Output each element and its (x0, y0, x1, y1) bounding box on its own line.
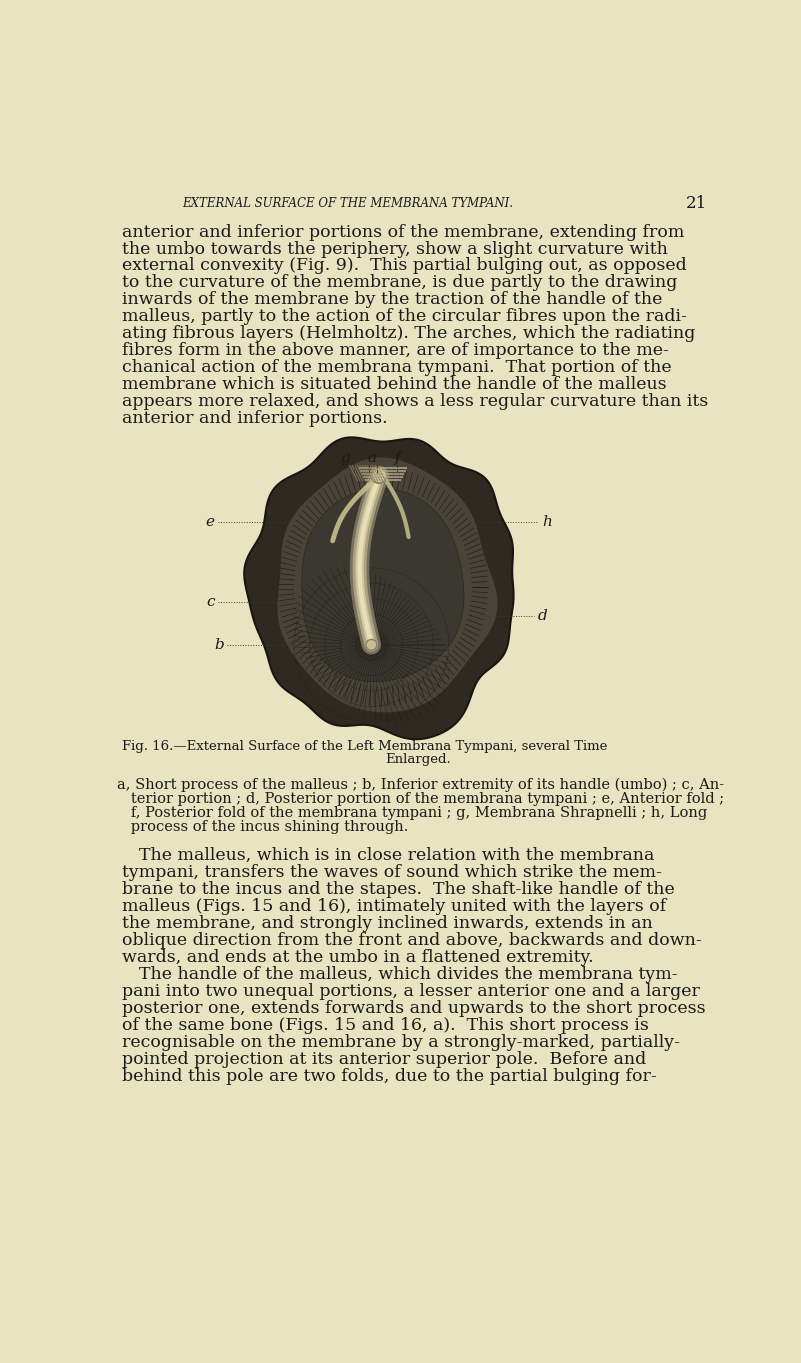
Text: wards, and ends at the umbo in a flattened extremity.: wards, and ends at the umbo in a flatten… (122, 949, 594, 966)
Text: behind this pole are two folds, due to the partial bulging for-: behind this pole are two folds, due to t… (122, 1067, 657, 1085)
Text: The handle of the malleus, which divides the membrana tym-: The handle of the malleus, which divides… (139, 966, 678, 983)
Text: the umbo towards the periphery, show a slight curvature with: the umbo towards the periphery, show a s… (122, 240, 668, 258)
Text: anterior and inferior portions.: anterior and inferior portions. (122, 410, 388, 427)
Text: g: g (340, 451, 351, 465)
Text: 21: 21 (686, 195, 706, 213)
Text: terior portion ; d, Posterior portion of the membrana tympani ; e, Anterior fold: terior portion ; d, Posterior portion of… (117, 792, 724, 806)
Text: tympani, transfers the waves of sound which strike the mem-: tympani, transfers the waves of sound wh… (122, 864, 662, 882)
Text: of the same bone (Figs. 15 and 16, a).  This short process is: of the same bone (Figs. 15 and 16, a). T… (122, 1017, 649, 1033)
Text: chanical action of the membrana tympani.  That portion of the: chanical action of the membrana tympani.… (122, 358, 671, 376)
Text: membrane which is situated behind the handle of the malleus: membrane which is situated behind the ha… (122, 376, 666, 393)
Text: EXTERNAL SURFACE OF THE MEMBRANA TYMPANI.: EXTERNAL SURFACE OF THE MEMBRANA TYMPANI… (183, 198, 513, 210)
Text: fibres form in the above manner, are of importance to the me-: fibres form in the above manner, are of … (122, 342, 669, 360)
Text: a: a (368, 451, 376, 465)
Text: ating fibrous layers (Helmholtz). The arches, which the radiating: ating fibrous layers (Helmholtz). The ar… (122, 326, 695, 342)
Text: Enlarged.: Enlarged. (385, 754, 451, 766)
Text: posterior one, extends forwards and upwards to the short process: posterior one, extends forwards and upwa… (122, 1000, 706, 1017)
Text: pointed projection at its anterior superior pole.  Before and: pointed projection at its anterior super… (122, 1051, 646, 1067)
Polygon shape (244, 438, 513, 739)
Text: Fig. 16.—External Surface of the Left Membrana Tympani, several Time: Fig. 16.—External Surface of the Left Me… (122, 740, 607, 752)
Text: the membrane, and strongly inclined inwards, extends in an: the membrane, and strongly inclined inwa… (122, 915, 653, 932)
Text: inwards of the membrane by the traction of the handle of the: inwards of the membrane by the traction … (122, 292, 662, 308)
Circle shape (366, 639, 376, 650)
Text: external convexity (Fig. 9).  This partial bulging out, as opposed: external convexity (Fig. 9). This partia… (122, 258, 686, 274)
Text: process of the incus shining through.: process of the incus shining through. (117, 819, 409, 834)
Text: brane to the incus and the stapes.  The shaft-like handle of the: brane to the incus and the stapes. The s… (122, 882, 674, 898)
Text: malleus (Figs. 15 and 16), intimately united with the layers of: malleus (Figs. 15 and 16), intimately un… (122, 898, 666, 915)
Polygon shape (277, 458, 497, 713)
Text: d: d (538, 609, 548, 623)
Text: to the curvature of the membrane, is due partly to the drawing: to the curvature of the membrane, is due… (122, 274, 677, 292)
Polygon shape (302, 488, 464, 682)
Text: c: c (207, 596, 215, 609)
Text: h: h (541, 515, 552, 529)
Text: f: f (395, 451, 400, 465)
Circle shape (372, 468, 387, 483)
Text: f, Posterior fold of the membrana tympani ; g, Membrana Shrapnelli ; h, Long: f, Posterior fold of the membrana tympan… (117, 806, 707, 819)
Text: appears more relaxed, and shows a less regular curvature than its: appears more relaxed, and shows a less r… (122, 393, 708, 410)
Text: recognisable on the membrane by a strongly-marked, partially-: recognisable on the membrane by a strong… (122, 1033, 680, 1051)
Text: e: e (206, 515, 215, 529)
Text: b: b (215, 638, 224, 652)
Text: The malleus, which is in close relation with the membrana: The malleus, which is in close relation … (139, 848, 654, 864)
Text: anterior and inferior portions of the membrane, extending from: anterior and inferior portions of the me… (122, 224, 684, 241)
Text: a, Short process of the malleus ; b, Inferior extremity of its handle (umbo) ; c: a, Short process of the malleus ; b, Inf… (117, 778, 724, 792)
Text: oblique direction from the front and above, backwards and down-: oblique direction from the front and abo… (122, 932, 702, 949)
Text: malleus, partly to the action of the circular fibres upon the radi-: malleus, partly to the action of the cir… (122, 308, 686, 326)
Text: pani into two unequal portions, a lesser anterior one and a larger: pani into two unequal portions, a lesser… (122, 983, 700, 1000)
